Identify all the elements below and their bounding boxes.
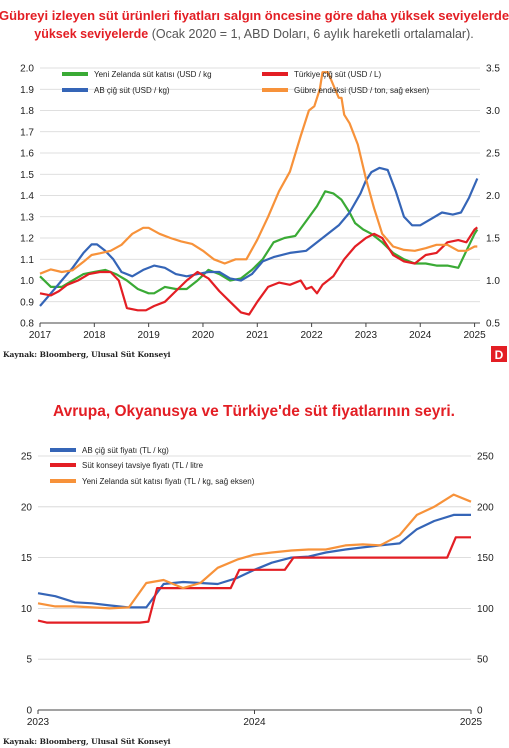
- y2-tick-label: 100: [477, 604, 494, 615]
- x-tick-label: 2024: [243, 717, 266, 728]
- series-line-2: [37, 536, 471, 624]
- y2-tick-label: 0.5: [486, 319, 500, 330]
- y2-tick-label: 200: [477, 502, 494, 513]
- y-tick-label: 20: [21, 502, 33, 513]
- chart-1: Gübreyi izleyen süt ürünleri fiyatları s…: [0, 8, 509, 362]
- chart-1-source: Kaynak: Bloomberg, Ulusal Süt Konseyi: [3, 350, 171, 359]
- y2-tick-label: 2.0: [486, 191, 500, 202]
- y2-tick-label: 50: [477, 655, 489, 666]
- legend-label-2: AB çiğ süt (USD / kg): [94, 86, 170, 95]
- chart-2-title: Avrupa, Okyanusya ve Türkiye'de süt fiya…: [53, 403, 455, 420]
- series-line-4: [39, 71, 478, 275]
- series-line-3: [39, 226, 478, 316]
- chart-2-legend: AB çiğ süt fiyatı (TL / kg) Süt konseyi t…: [50, 446, 255, 486]
- chart-1-legend: Yeni Zelanda süt katısı (USD / kg AB çiğ …: [62, 70, 430, 95]
- x-tick-label: 2022: [300, 330, 323, 341]
- logo-badge: D: [495, 348, 504, 362]
- x-tick-label: 2020: [192, 330, 215, 341]
- y-tick-label: 10: [21, 604, 33, 615]
- legend-label-1: AB çiğ süt fiyatı (TL / kg): [82, 446, 169, 455]
- chart-1-title-cont: yüksek seviyelerde: [34, 27, 151, 41]
- x-tick-label: 2018: [83, 330, 106, 341]
- y2-tick-label: 1.0: [486, 276, 500, 287]
- y-tick-label: 5: [26, 655, 32, 666]
- y-tick-label: 1.9: [20, 85, 34, 96]
- chart-1-y2-axis: 0.5 1.0 1.5 2.0 2.5 3.0 3.5: [486, 64, 500, 330]
- chart-2-source: Kaynak: Bloomberg, Ulusal Süt Konseyi: [3, 737, 171, 746]
- chart-1-y-axis: 0.8 0.9 1.0 1.1 1.2 1.3 1.4 1.5 1.6 1.7 1.8 1.9 2.0: [20, 64, 34, 330]
- x-tick-label: 2023: [27, 717, 50, 728]
- y2-tick-label: 150: [477, 553, 494, 564]
- x-tick-label: 2023: [355, 330, 378, 341]
- chart-2: Avrupa, Okyanusya ve Türkiye'de süt fiya…: [3, 403, 494, 746]
- y-tick-label: 0.9: [20, 297, 34, 308]
- x-tick-label: 2025: [460, 717, 483, 728]
- chart-1-grid: [40, 67, 480, 324]
- y-tick-label: 1.2: [20, 234, 34, 245]
- x-tick-label: 2021: [246, 330, 269, 341]
- chart-1-subtitle: (Ocak 2020 = 1, ABD Doları, 6 aylık hare…: [152, 27, 474, 41]
- chart-2-x-axis: 2023 2024 2025: [27, 709, 483, 728]
- series-line-3: [37, 493, 472, 610]
- chart-1-series: [39, 71, 479, 316]
- logo-badge-box: [491, 346, 507, 362]
- y2-tick-label: 0: [477, 706, 483, 717]
- y-tick-label: 0.8: [20, 319, 34, 330]
- x-tick-label: 2017: [29, 330, 52, 341]
- chart-2-y-axis: 0 5 10 15 20 25: [21, 452, 33, 717]
- legend-label-3: Türkiye çiğ süt (USD / L): [294, 70, 381, 79]
- legend-label-3: Yeni Zelanda süt katısı fiyatı (TL / kg,…: [82, 477, 255, 486]
- y-tick-label: 25: [21, 452, 33, 463]
- y-tick-label: 2.0: [20, 64, 34, 75]
- legend-label-4: Gübre endeksi (USD / ton, sağ eksen): [294, 86, 430, 95]
- chart-1-x-axis: 2017 2018 2019 2020 2021 2022 2023 2024 2025: [29, 322, 486, 341]
- y-tick-label: 1.3: [20, 212, 34, 223]
- chart-1-subtitle-line: yüksek seviyelerde (Ocak 2020 = 1, ABD D…: [34, 27, 473, 41]
- y-tick-label: 1.5: [20, 170, 34, 181]
- y2-tick-label: 250: [477, 452, 494, 463]
- chart-1-title: Gübreyi izleyen süt ürünleri fiyatları s…: [0, 8, 509, 23]
- x-tick-label: 2024: [409, 330, 432, 341]
- y-tick-label: 1.8: [20, 106, 34, 117]
- chart-2-series: [37, 493, 472, 624]
- y-tick-label: 0: [26, 706, 32, 717]
- x-tick-label: 2025: [463, 330, 486, 341]
- series-line-1: [39, 190, 479, 295]
- y-tick-label: 1.1: [20, 255, 34, 266]
- legend-label-2: Süt konseyi tavsiye fiyatı (TL / litre: [82, 461, 204, 470]
- y2-tick-label: 1.5: [486, 234, 500, 245]
- legend-label-1: Yeni Zelanda süt katısı (USD / kg: [94, 70, 212, 79]
- y-tick-label: 1.7: [20, 127, 34, 138]
- x-tick-label: 2019: [138, 330, 161, 341]
- chart-2-y2-axis: 0 50 100 150 200 250: [477, 452, 494, 717]
- y-tick-label: 15: [21, 553, 33, 564]
- y2-tick-label: 3.5: [486, 64, 500, 75]
- y-tick-label: 1.0: [20, 276, 34, 287]
- chart-2-grid: [38, 455, 471, 711]
- y2-tick-label: 3.0: [486, 106, 500, 117]
- y-tick-label: 1.4: [20, 191, 34, 202]
- y2-tick-label: 2.5: [486, 149, 500, 160]
- y-tick-label: 1.6: [20, 149, 34, 160]
